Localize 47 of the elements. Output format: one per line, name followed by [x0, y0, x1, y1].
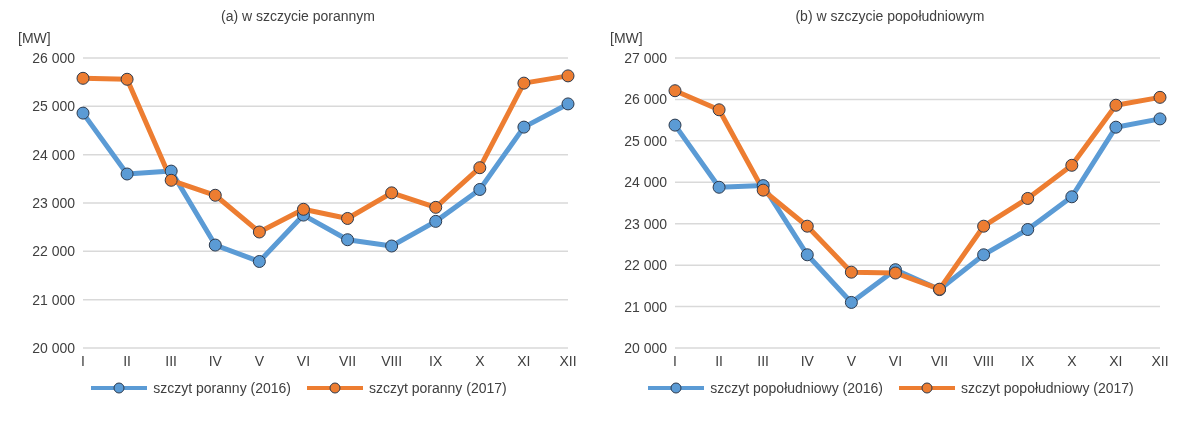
y-tick-label: 25 000 — [624, 132, 668, 149]
y-tick-label: 22 000 — [624, 257, 668, 274]
y-tick-label: 20 000 — [32, 339, 76, 356]
y-tick-label: 24 000 — [624, 174, 668, 191]
x-tick-label: VII — [930, 352, 949, 369]
x-tick-label: XII — [559, 352, 577, 369]
chart-title: (b) w szczycie popołudniowym — [794, 8, 986, 26]
y-tick-label: 26 000 — [624, 91, 668, 108]
x-tick-label: VI — [888, 352, 903, 369]
y-tick-label: 21 000 — [624, 298, 668, 315]
y-tick-label: 26 000 — [32, 49, 76, 66]
x-tick-label: IV — [800, 352, 815, 369]
x-tick-label: IX — [429, 352, 443, 369]
x-tick-label: III — [757, 352, 770, 369]
legend-label: szczyt popołudniowy (2017) — [961, 380, 1134, 396]
x-tick-label: V — [254, 352, 265, 369]
y-tick-label: 23 000 — [624, 215, 668, 232]
y-tick-label: 25 000 — [32, 98, 76, 115]
x-tick-label: IV — [208, 352, 223, 369]
y-tick-label: 27 000 — [624, 49, 668, 66]
y-tick-label: 21 000 — [32, 291, 76, 308]
x-tick-label: VIII — [381, 352, 403, 369]
x-tick-label: X — [1067, 352, 1078, 369]
x-tick-label: VII — [338, 352, 357, 369]
x-tick-label: I — [81, 352, 85, 369]
x-tick-label: II — [715, 352, 723, 369]
x-tick-label: II — [123, 352, 131, 369]
x-tick-label: VI — [296, 352, 311, 369]
x-tick-label: III — [165, 352, 178, 369]
y-tick-label: 22 000 — [32, 243, 76, 260]
x-tick-label: I — [673, 352, 677, 369]
y-axis-title: [MW] — [18, 30, 52, 48]
legend-label: szczyt popołudniowy (2016) — [710, 380, 883, 396]
x-tick-label: IX — [1021, 352, 1035, 369]
x-tick-label: VIII — [973, 352, 995, 369]
x-tick-label: XII — [1151, 352, 1169, 369]
y-axis-title: [MW] — [610, 30, 644, 48]
x-tick-label: XI — [517, 352, 531, 369]
y-tick-label: 24 000 — [32, 146, 76, 163]
legend-label: szczyt poranny (2016) — [153, 380, 291, 396]
chart-title: (a) w szczycie porannym — [219, 8, 376, 26]
legend-label: szczyt poranny (2017) — [369, 380, 507, 396]
x-tick-label: V — [846, 352, 857, 369]
x-tick-label: X — [475, 352, 486, 369]
y-tick-label: 23 000 — [32, 194, 76, 211]
y-tick-label: 20 000 — [624, 339, 668, 356]
x-tick-label: XI — [1109, 352, 1123, 369]
